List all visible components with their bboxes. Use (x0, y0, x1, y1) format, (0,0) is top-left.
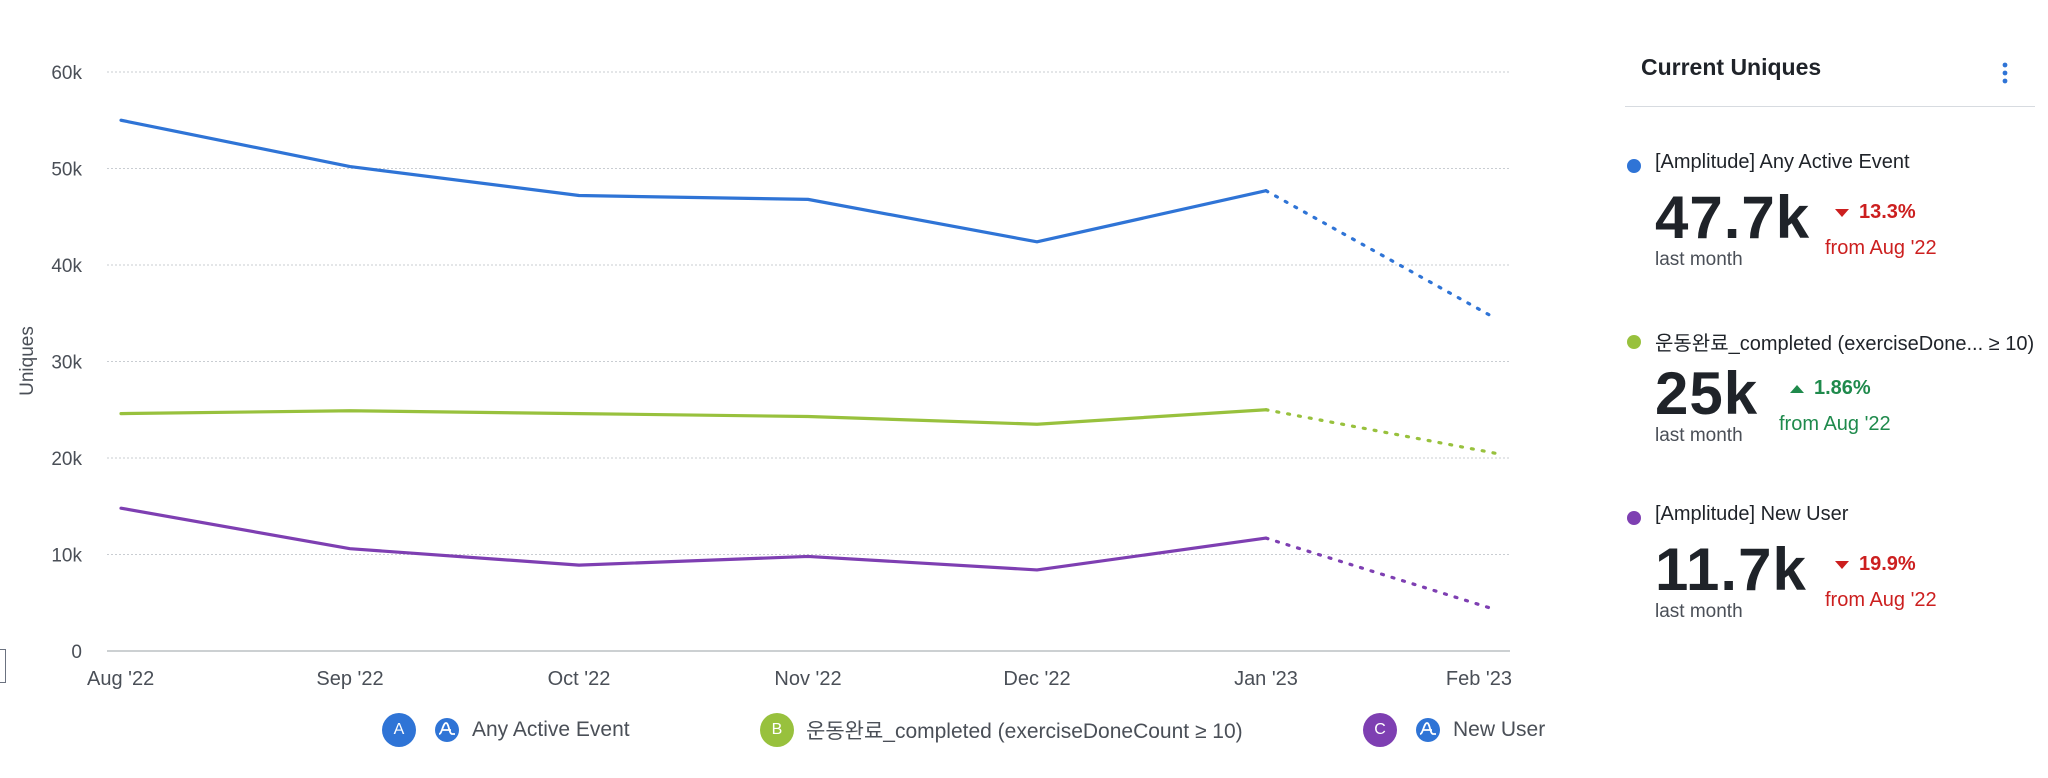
y-tick-label: 50k (51, 160, 82, 181)
panel-divider (1625, 106, 2035, 107)
arrow-down-icon (1835, 560, 1849, 569)
metric-value: 47.7k (1655, 184, 1811, 251)
series-projection-a (1264, 189, 1497, 320)
metric-period: last month (1655, 601, 1743, 622)
metric-card-a[interactable]: [Amplitude] Any Active Event 47.7k last … (1625, 151, 2035, 291)
metric-period: last month (1655, 425, 1743, 446)
legend-badge-c: C (1363, 713, 1397, 747)
metric-change: 1.86% (1790, 377, 1871, 400)
series-dot-b (1627, 335, 1641, 349)
more-vertical-icon[interactable] (1997, 60, 2013, 86)
x-tick-label: Feb '23 (1446, 668, 1512, 690)
metric-card-b[interactable]: 운동완료_completed (exerciseDone... ≥ 10) 25… (1625, 327, 2035, 467)
legend-badge-a: A (382, 713, 416, 747)
y-tick-label: 60k (51, 63, 82, 84)
x-tick-label: Oct '22 (548, 668, 611, 690)
y-tick-label: 20k (51, 449, 82, 470)
metric-value: 25k (1655, 360, 1759, 427)
metric-name: [Amplitude] New User (1655, 503, 1849, 525)
arrow-up-icon (1790, 384, 1804, 393)
metric-change: 13.3% (1835, 201, 1916, 224)
x-tick-label: Dec '22 (1003, 668, 1070, 690)
x-tick-label: Jan '23 (1234, 668, 1298, 690)
series-projection-b (1264, 408, 1497, 455)
metric-name: [Amplitude] Any Active Event (1655, 151, 1910, 173)
series-line-c (119, 506, 1268, 572)
y-tick-label: 10k (51, 546, 82, 567)
series-line-a (119, 118, 1268, 244)
amplitude-icon (435, 718, 459, 742)
chart-legend: A Any Active Event B 운동완료_completed (exe… (382, 710, 1582, 750)
y-tick-label: 30k (51, 353, 82, 374)
panel-title: Current Uniques (1641, 54, 1822, 80)
legend-label-a: Any Active Event (472, 718, 630, 741)
chart-svg: 0 10k 20k 30k 40k 50k 60k Uniques Aug '22 Sep '22… (17, 63, 1512, 690)
series-projection-c (1264, 536, 1497, 612)
arrow-down-icon (1835, 208, 1849, 217)
y-axis-label: Uniques (17, 326, 38, 396)
legend-label-b: 운동완료_completed (exerciseDoneCount ≥ 10) (806, 720, 1243, 743)
legend-label-c: New User (1453, 718, 1546, 741)
legend-badge-b: B (760, 713, 794, 747)
series-line-b (119, 408, 1268, 426)
metric-period: last month (1655, 249, 1743, 270)
metric-change: 19.9% (1835, 553, 1916, 576)
amplitude-icon (1416, 718, 1440, 742)
y-tick-label: 40k (51, 256, 82, 277)
y-tick-label: 0 (71, 642, 82, 663)
metric-value: 11.7k (1655, 536, 1807, 603)
metric-card-c[interactable]: [Amplitude] New User 11.7k last month 19… (1625, 503, 2035, 643)
change-percent: 1.86% (1814, 377, 1871, 399)
line-chart: 0 10k 20k 30k 40k 50k 60k Uniques Aug '22 Sep '22… (0, 63, 1512, 690)
x-tick-label: Aug '22 (87, 668, 154, 690)
x-tick-label: Sep '22 (316, 668, 383, 690)
series-dot-a (1627, 159, 1641, 173)
series-dot-c (1627, 511, 1641, 525)
legend-item-b[interactable]: B 운동완료_completed (exerciseDoneCount ≥ 10… (760, 710, 1243, 750)
change-percent: 19.9% (1859, 553, 1916, 575)
metric-name: 운동완료_completed (exerciseDone... ≥ 10) (1655, 333, 2035, 355)
legend-item-a[interactable]: A Any Active Event (382, 710, 630, 750)
change-from: from Aug '22 (1779, 413, 1891, 435)
x-tick-label: Nov '22 (774, 668, 841, 690)
edge-scroll-handle[interactable] (0, 649, 6, 683)
change-from: from Aug '22 (1825, 589, 1937, 611)
change-percent: 13.3% (1859, 201, 1916, 223)
change-from: from Aug '22 (1825, 237, 1937, 259)
legend-item-c[interactable]: C New User (1363, 710, 1545, 750)
